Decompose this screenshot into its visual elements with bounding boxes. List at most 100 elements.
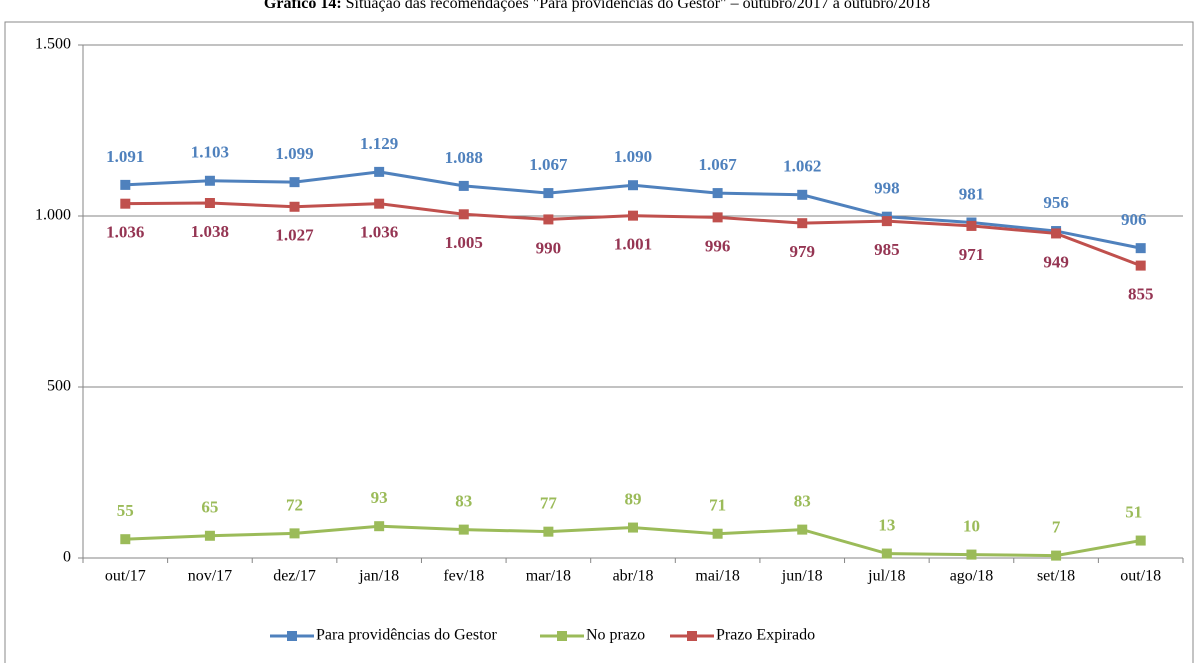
marker xyxy=(628,522,638,533)
legend-marker xyxy=(287,631,297,641)
value-label: 1.088 xyxy=(445,148,483,167)
value-label: 83 xyxy=(794,492,811,511)
x-tick-label: out/17 xyxy=(105,568,146,585)
x-tick-label: out/18 xyxy=(1120,568,1161,585)
value-label: 906 xyxy=(1121,210,1147,229)
marker xyxy=(966,549,977,560)
marker xyxy=(1135,535,1146,546)
value-label: 956 xyxy=(1043,193,1069,212)
marker xyxy=(712,188,723,199)
marker xyxy=(881,548,892,559)
y-tick-label: 500 xyxy=(47,378,71,395)
marker xyxy=(458,180,469,191)
value-label: 979 xyxy=(789,242,815,261)
value-label: 77 xyxy=(540,494,558,513)
value-label: 55 xyxy=(117,501,134,520)
x-tick-label: jun/18 xyxy=(781,568,823,585)
y-tick-label: 1.500 xyxy=(35,36,71,53)
marker xyxy=(289,201,300,212)
value-label: 1.129 xyxy=(360,134,398,153)
value-label: 83 xyxy=(455,492,472,511)
marker xyxy=(374,166,385,177)
marker xyxy=(712,212,723,223)
x-tick-label: jul/18 xyxy=(867,568,905,585)
x-tick-label: ago/18 xyxy=(950,568,994,585)
value-label: 1.067 xyxy=(529,155,568,174)
marker xyxy=(1135,260,1146,271)
x-tick-label: nov/17 xyxy=(188,568,232,585)
marker xyxy=(1051,550,1062,561)
value-label: 1.001 xyxy=(614,235,652,254)
marker xyxy=(1051,228,1062,239)
value-label: 51 xyxy=(1125,502,1142,521)
value-label: 7 xyxy=(1052,518,1061,537)
marker xyxy=(374,198,385,209)
value-label: 72 xyxy=(286,495,303,514)
x-tick-label: jan/18 xyxy=(358,568,399,585)
chart-title: Gráfico 14: Situação das recomendações "… xyxy=(264,0,930,12)
value-label: 93 xyxy=(371,488,388,507)
value-label: 65 xyxy=(201,498,218,517)
legend-label: No prazo xyxy=(586,627,645,644)
title-label: Gráfico 14: xyxy=(264,0,342,12)
legend-label: Prazo Expirado xyxy=(716,627,815,644)
marker xyxy=(458,209,469,220)
marker xyxy=(543,214,554,225)
value-label: 89 xyxy=(625,489,642,508)
marker xyxy=(797,218,808,229)
legend-label: Para providências do Gestor xyxy=(316,627,498,644)
value-label: 1.067 xyxy=(698,155,737,174)
value-label: 1.062 xyxy=(783,157,821,176)
chart-frame xyxy=(4,21,1194,663)
value-label: 1.103 xyxy=(191,143,229,162)
value-label: 13 xyxy=(878,515,895,534)
value-label: 1.099 xyxy=(275,144,313,163)
x-tick-label: mai/18 xyxy=(695,568,739,585)
value-label: 1.090 xyxy=(614,147,652,166)
marker xyxy=(204,175,215,186)
marker xyxy=(374,521,385,532)
x-tick-label: set/18 xyxy=(1037,568,1075,585)
marker xyxy=(289,177,300,188)
marker xyxy=(120,534,131,545)
x-tick-label: abr/18 xyxy=(613,568,654,585)
value-label: 1.027 xyxy=(275,226,314,245)
marker xyxy=(458,524,469,535)
value-label: 971 xyxy=(959,245,985,264)
marker xyxy=(289,528,300,539)
marker xyxy=(881,216,892,227)
value-label: 996 xyxy=(705,236,731,255)
x-tick-label: fev/18 xyxy=(443,568,484,585)
value-label: 1.038 xyxy=(191,222,229,241)
marker xyxy=(628,180,638,191)
value-label: 71 xyxy=(709,496,726,515)
value-label: 855 xyxy=(1128,284,1154,303)
marker xyxy=(797,189,808,200)
y-tick-label: 0 xyxy=(63,549,71,566)
y-tick-label: 1.000 xyxy=(35,207,71,224)
legend-marker xyxy=(557,631,567,641)
value-label: 1.091 xyxy=(106,147,144,166)
marker xyxy=(797,524,808,535)
marker xyxy=(204,530,215,541)
value-label: 990 xyxy=(536,238,562,257)
marker xyxy=(1135,243,1146,254)
marker xyxy=(543,188,554,199)
value-label: 985 xyxy=(874,240,900,259)
marker xyxy=(712,528,723,539)
marker xyxy=(543,526,554,537)
value-label: 1.036 xyxy=(360,223,398,242)
marker xyxy=(966,220,977,231)
value-label: 10 xyxy=(963,516,980,535)
marker xyxy=(204,198,215,209)
marker xyxy=(120,179,131,190)
marker xyxy=(120,198,131,209)
title-text: Situação das recomendações "Para providê… xyxy=(346,0,930,12)
value-label: 1.036 xyxy=(106,223,144,242)
legend-marker xyxy=(687,631,697,641)
x-tick-label: dez/17 xyxy=(273,568,316,585)
value-label: 998 xyxy=(874,179,900,198)
x-tick-label: mar/18 xyxy=(526,568,571,585)
value-label: 1.005 xyxy=(445,233,483,252)
